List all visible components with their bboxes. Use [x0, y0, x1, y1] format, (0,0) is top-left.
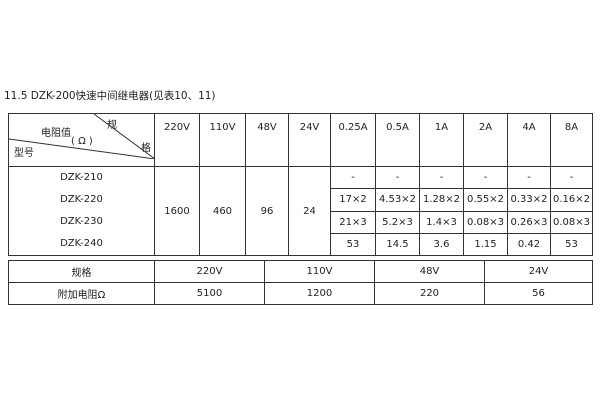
corner-bottom: 型号	[14, 148, 34, 159]
cell: 24V	[484, 260, 593, 283]
cell: 53	[330, 232, 376, 257]
header-cell: 48V	[245, 113, 289, 167]
corner-middle: 电阻值	[41, 128, 71, 139]
cell: -	[463, 165, 508, 190]
header-cell: 1A	[419, 113, 464, 167]
cell: 1.4×3	[419, 210, 464, 234]
voltage-value: 460	[199, 166, 246, 256]
model: DZK-210	[60, 172, 103, 183]
cell: 5.2×3	[375, 210, 420, 234]
cell: 21×3	[330, 210, 376, 234]
row-label: 规格	[8, 260, 155, 283]
cell: 0.16×2	[550, 188, 593, 212]
cell: 17×2	[330, 188, 376, 212]
header-cell: 110V	[199, 113, 246, 167]
cell: -	[330, 165, 376, 190]
cell: 0.26×3	[507, 210, 551, 234]
header-cell: 24V	[288, 113, 331, 167]
cell: -	[507, 165, 551, 190]
cell: 220	[374, 282, 485, 305]
model: DZK-240	[60, 238, 103, 249]
header-cell: 8A	[550, 113, 593, 167]
corner-header: 规 电阻值 ( Ω ) 格 型号	[8, 113, 155, 167]
corner-top: 规	[107, 120, 117, 131]
cell: -	[419, 165, 464, 190]
cell: 0.08×3	[463, 210, 508, 234]
cell: 48V	[374, 260, 485, 283]
cell: 5100	[154, 282, 265, 305]
cell: 56	[484, 282, 593, 305]
header-cell: 2A	[463, 113, 508, 167]
additional-resistance-table: 规格 220V 110V 48V 24V 附加电阻Ω 5100 1200 220…	[8, 260, 593, 305]
row-label: 附加电阻Ω	[8, 282, 155, 305]
cell: 3.6	[419, 232, 464, 257]
cell: 110V	[264, 260, 375, 283]
cell: 4.53×2	[375, 188, 420, 212]
cell: 0.08×3	[550, 210, 593, 234]
cell: 1.15	[463, 232, 508, 257]
cell: 1200	[264, 282, 375, 305]
cell: -	[375, 165, 420, 190]
corner-unit: ( Ω )	[71, 136, 93, 147]
model-list: DZK-210 DZK-220 DZK-230 DZK-240	[8, 166, 155, 256]
cell: 0.42	[507, 232, 551, 257]
resistance-table: 规 电阻值 ( Ω ) 格 型号 220V 110V 48V 24V 0.25A…	[8, 113, 593, 257]
cell: 0.55×2	[463, 188, 508, 212]
voltage-value: 24	[288, 166, 331, 256]
corner-right: 格	[141, 143, 151, 154]
header-cell: 4A	[507, 113, 551, 167]
cell: -	[550, 165, 593, 190]
cell: 53	[550, 232, 593, 257]
cell: 1.28×2	[419, 188, 464, 212]
header-cell: 0.25A	[330, 113, 376, 167]
header-cell: 0.5A	[375, 113, 420, 167]
cell: 0.33×2	[507, 188, 551, 212]
model: DZK-220	[60, 194, 103, 205]
voltage-value: 1600	[154, 166, 200, 256]
header-cell: 220V	[154, 113, 200, 167]
cell: 14.5	[375, 232, 420, 257]
section-title: 11.5 DZK-200快速中间继电器(见表10、11)	[4, 90, 216, 102]
voltage-value: 96	[245, 166, 289, 256]
cell: 220V	[154, 260, 265, 283]
model: DZK-230	[60, 216, 103, 227]
